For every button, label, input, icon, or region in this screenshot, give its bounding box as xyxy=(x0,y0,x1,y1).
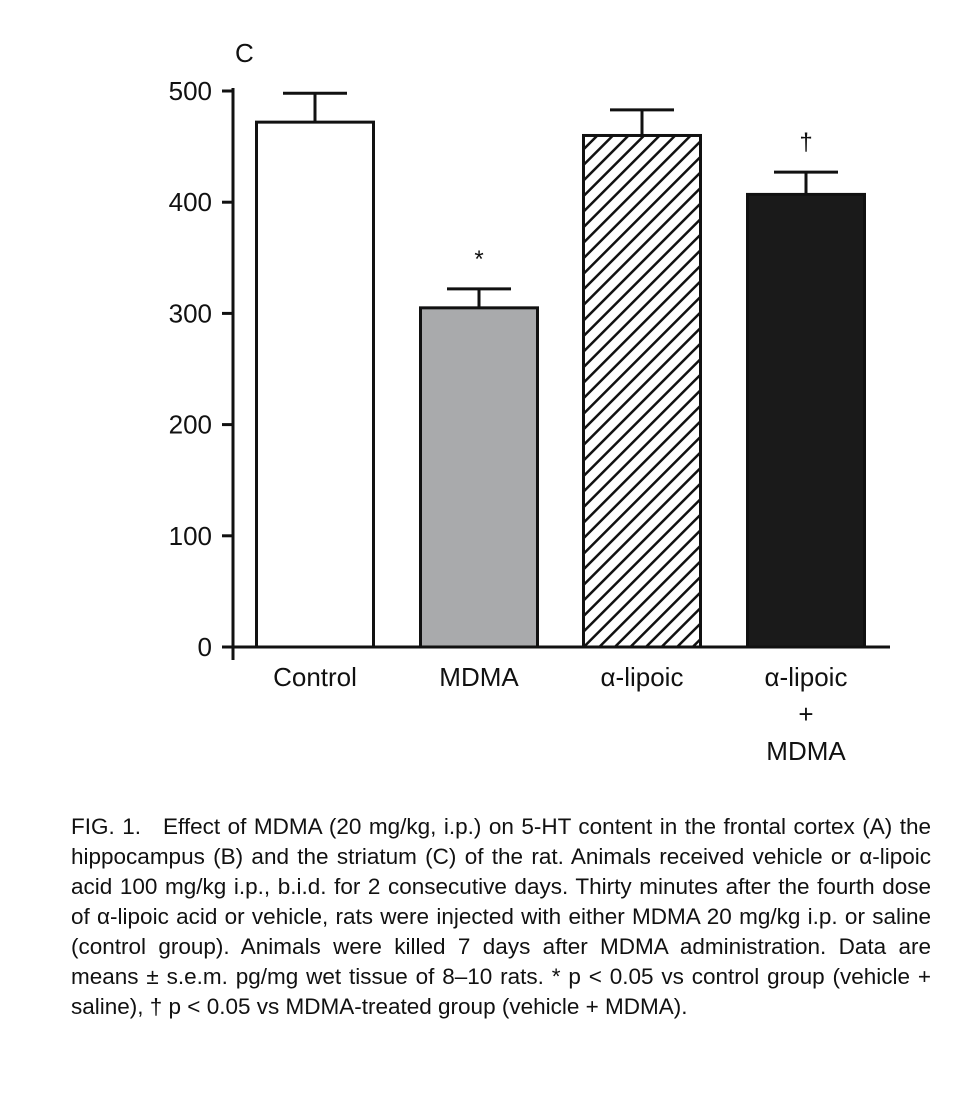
bar xyxy=(419,306,539,649)
bar xyxy=(746,192,866,649)
significance-marker: † xyxy=(799,129,812,156)
y-tick-label: 300 xyxy=(169,298,212,328)
caption-text: Effect of MDMA (20 mg/kg, i.p.) on 5-HT … xyxy=(71,814,931,1019)
y-tick-label: 200 xyxy=(169,410,212,440)
panel-label: C xyxy=(235,38,254,68)
figure-number: FIG. 1. xyxy=(71,814,141,839)
x-tick-label: α-lipoic xyxy=(601,662,684,692)
x-tick-label: Control xyxy=(273,662,357,692)
x-tick-labels: Control MDMA α-lipoic α-lipoic + MDMA xyxy=(273,662,847,766)
significance-marker: * xyxy=(474,246,483,273)
bar xyxy=(255,120,375,649)
x-tick-label: MDMA xyxy=(439,662,519,692)
y-tick-label: 0 xyxy=(198,632,212,662)
y-tick-label: 400 xyxy=(169,187,212,217)
x-tick-label: MDMA xyxy=(766,736,846,766)
bars: *† xyxy=(255,91,866,649)
y-ticks: 0 100 200 300 400 500 xyxy=(169,76,233,662)
y-tick-label: 100 xyxy=(169,521,212,551)
bar xyxy=(582,133,702,649)
x-tick-label: α-lipoic xyxy=(765,662,848,692)
x-tick-label: + xyxy=(798,699,813,729)
y-tick-label: 500 xyxy=(169,76,212,106)
figure-caption: FIG. 1. Effect of MDMA (20 mg/kg, i.p.) o… xyxy=(71,812,931,1022)
